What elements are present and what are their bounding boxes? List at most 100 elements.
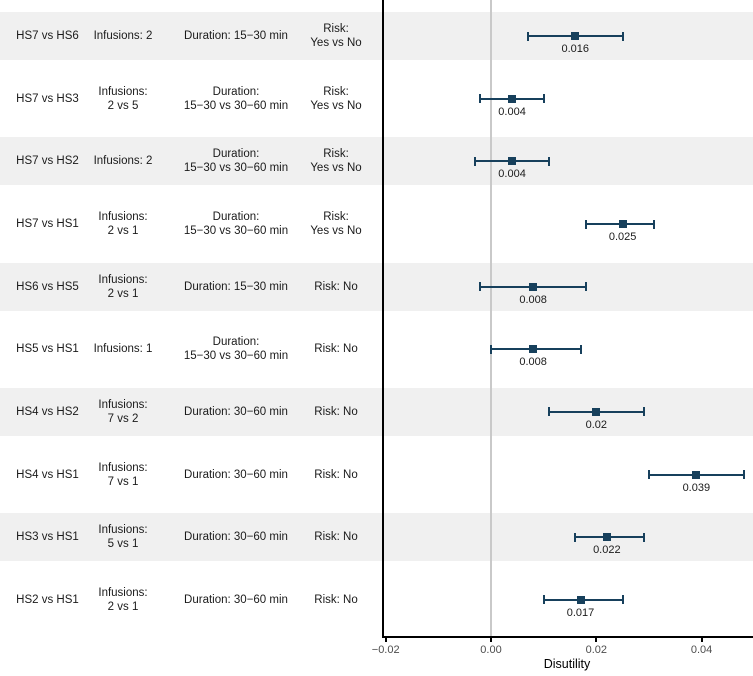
risk-cell-line: Yes vs No	[310, 99, 362, 112]
error-bar-cap-left	[647, 470, 650, 480]
comparison-label-line: HS7 vs HS6	[16, 30, 79, 43]
error-bar-cap-left	[479, 94, 482, 104]
table-row: HS7 vs HS2 Infusions: 2 Duration: 15−30 vs …	[0, 130, 753, 193]
error-bar-cap-right	[642, 407, 645, 417]
duration-cell-line: 15−30 vs 30−60 min	[183, 99, 289, 112]
x-axis-tick-label: 0.04	[690, 644, 713, 656]
error-bar-cap-right	[547, 156, 550, 166]
infusions-cell: Infusions: 2 vs 1	[88, 193, 158, 256]
infusions-cell: Infusions: 7 vs 1	[88, 443, 158, 506]
infusions-cell-line: Infusions:	[98, 398, 148, 411]
infusions-cell: Infusions: 5 vs 1	[88, 506, 158, 569]
error-bar-cap-left	[474, 156, 477, 166]
table-row: HS5 vs HS1 Infusions: 1 Duration: 15−30 vs …	[0, 318, 753, 381]
risk-cell-line: Risk: No	[314, 593, 358, 606]
duration-cell-line: Duration: 15−30 min	[184, 30, 288, 43]
duration-cell: Duration: 15−30 min	[156, 255, 316, 318]
infusions-cell: Infusions: 2 vs 5	[88, 67, 158, 130]
x-axis-line	[382, 636, 753, 638]
risk-cell: Risk: Yes vs No	[292, 5, 380, 68]
duration-cell: Duration: 30−60 min	[156, 381, 316, 444]
comparison-label: HS2 vs HS1	[5, 569, 90, 632]
risk-cell: Risk: No	[292, 255, 380, 318]
x-axis-tick	[595, 638, 598, 642]
comparison-label: HS3 vs HS1	[5, 506, 90, 569]
risk-cell: Risk: Yes vs No	[292, 193, 380, 256]
infusions-cell-line: 7 vs 2	[107, 412, 139, 425]
comparison-label-line: HS7 vs HS1	[16, 218, 79, 230]
duration-cell: Duration: 15−30 vs 30−60 min	[156, 193, 316, 256]
error-bar-cap-right	[542, 94, 545, 104]
risk-cell: Risk: No	[292, 569, 380, 632]
point-estimate-marker	[508, 94, 517, 103]
risk-cell-line: Yes vs No	[310, 225, 362, 237]
zero-reference-line	[490, 0, 492, 636]
x-axis-tick	[490, 638, 492, 642]
risk-cell: Risk: Yes vs No	[292, 67, 380, 130]
error-bar-cap-right	[653, 219, 656, 229]
error-bar-cap-left	[526, 31, 529, 41]
duration-cell-line: 15−30 vs 30−60 min	[183, 350, 289, 363]
x-axis-tick	[384, 638, 387, 642]
risk-cell-line: Risk: No	[314, 405, 358, 418]
comparison-label: HS4 vs HS2	[5, 381, 90, 444]
infusions-cell-line: Infusions:	[98, 85, 148, 98]
table-row: HS4 vs HS1 Infusions: 7 vs 1 Duration: 30−6…	[0, 443, 753, 506]
infusions-cell-line: Infusions: 2	[93, 30, 153, 43]
error-bar-cap-right	[642, 532, 645, 542]
risk-cell-line: Risk: No	[314, 280, 358, 293]
row-stripe	[0, 137, 753, 186]
infusions-cell: Infusions: 1	[88, 318, 158, 381]
duration-cell-line: 15−30 vs 30−60 min	[183, 162, 289, 175]
estimate-label: 0.02	[585, 418, 607, 431]
duration-cell-line: Duration: 30−60 min	[184, 468, 288, 481]
comparison-label: HS7 vs HS1	[5, 193, 90, 256]
estimate-label: 0.039	[682, 481, 711, 494]
duration-cell-line: Duration: 30−60 min	[184, 593, 288, 606]
infusions-cell-line: Infusions:	[98, 273, 148, 286]
x-axis-tick	[700, 638, 703, 642]
infusions-cell-line: 2 vs 1	[107, 600, 139, 613]
estimate-label: 0.004	[498, 168, 526, 181]
risk-cell: Risk: No	[292, 443, 380, 506]
error-bar-cap-left	[490, 344, 492, 354]
x-axis-tick-label: 0.00	[480, 644, 502, 656]
infusions-cell-line: Infusions:	[98, 524, 148, 537]
infusions-cell-line: Infusions:	[98, 586, 148, 599]
comparison-label-line: HS4 vs HS2	[16, 405, 79, 418]
table-row: HS7 vs HS1 Infusions: 2 vs 1 Duration: 15−30…	[0, 193, 753, 256]
point-estimate-marker	[592, 407, 601, 416]
table-row: HS2 vs HS1 Infusions: 2 vs 1 Duration: 30−6…	[0, 569, 753, 632]
comparison-label-line: HS2 vs HS1	[16, 593, 79, 606]
duration-cell-line: Duration: 30−60 min	[184, 531, 288, 544]
infusions-cell: Infusions: 2	[88, 5, 158, 68]
estimate-label: 0.004	[498, 105, 526, 118]
table-row: HS4 vs HS2 Infusions: 7 vs 2 Duration: 30−6…	[0, 381, 753, 444]
comparison-label-line: HS4 vs HS1	[16, 468, 79, 481]
comparison-label: HS7 vs HS6	[5, 5, 90, 68]
estimate-label: 0.025	[608, 231, 637, 243]
estimate-label: 0.008	[519, 356, 547, 369]
infusions-cell-line: Infusions: 2	[93, 155, 153, 168]
point-estimate-marker	[529, 345, 538, 354]
table-row: HS7 vs HS3 Infusions: 2 vs 5 Duration: 15−30…	[0, 67, 753, 130]
risk-cell-line: Risk:	[323, 148, 349, 161]
duration-cell-line: Duration: 15−30 min	[184, 280, 288, 293]
duration-cell: Duration: 15−30 min	[156, 5, 316, 68]
point-estimate-marker	[618, 220, 627, 228]
table-row: HS3 vs HS1 Infusions: 5 vs 1 Duration: 30−6…	[0, 506, 753, 569]
table-row: HS7 vs HS6 Infusions: 2 Duration: 15−30 mi…	[0, 5, 753, 68]
infusions-cell: Infusions: 2 vs 1	[88, 255, 158, 318]
risk-cell-line: Yes vs No	[310, 162, 362, 175]
infusions-cell-line: Infusions:	[98, 211, 148, 223]
estimate-label: 0.016	[561, 43, 589, 56]
infusions-cell-line: 5 vs 1	[107, 538, 139, 551]
comparison-label-line: HS7 vs HS2	[16, 155, 79, 168]
risk-cell-line: Risk:	[323, 211, 349, 223]
comparison-label-line: HS6 vs HS5	[16, 280, 79, 293]
error-bar-cap-right	[584, 282, 587, 292]
point-estimate-marker	[571, 32, 580, 41]
error-bar-cap-left	[547, 407, 550, 417]
duration-cell-line: Duration:	[212, 85, 260, 98]
